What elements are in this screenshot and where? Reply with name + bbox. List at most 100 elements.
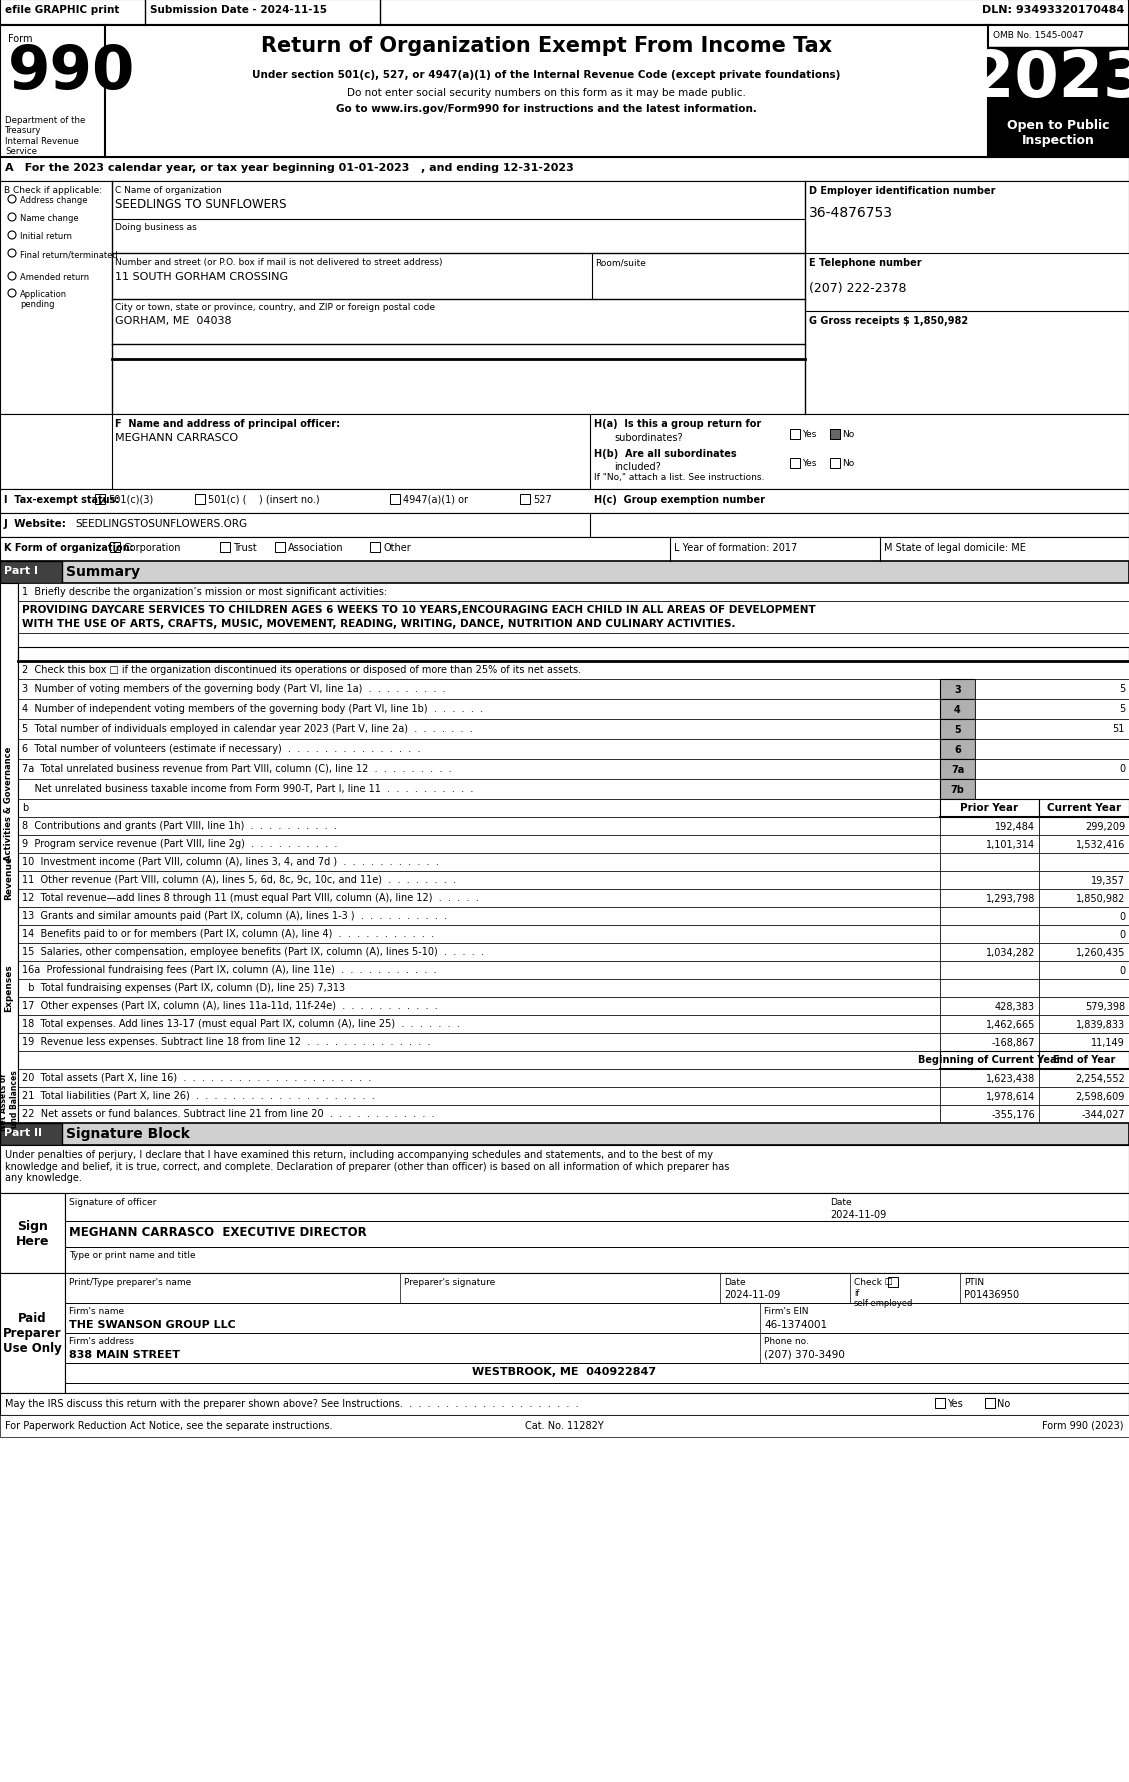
Text: 9  Program service revenue (Part VIII, line 2g)  .  .  .  .  .  .  .  .  .  .: 9 Program service revenue (Part VIII, li… xyxy=(21,839,338,848)
Bar xyxy=(18,779,940,800)
Text: 1,260,435: 1,260,435 xyxy=(1076,948,1124,957)
Bar xyxy=(0,538,1129,561)
Text: Type or print name and title: Type or print name and title xyxy=(69,1251,195,1260)
Bar xyxy=(940,1069,1039,1087)
Text: 5  Total number of individuals employed in calendar year 2023 (Part V, line 2a) : 5 Total number of individuals employed i… xyxy=(21,723,473,734)
Bar xyxy=(18,907,940,925)
Bar xyxy=(65,1194,1129,1274)
Text: 1,623,438: 1,623,438 xyxy=(986,1073,1035,1083)
Text: 10  Investment income (Part VIII, column (A), lines 3, 4, and 7d )  .  .  .  .  : 10 Investment income (Part VIII, column … xyxy=(21,857,439,866)
Bar xyxy=(18,759,940,779)
Text: 46-1374001: 46-1374001 xyxy=(764,1319,828,1329)
Text: SEEDLINGSTOSUNFLOWERS.ORG: SEEDLINGSTOSUNFLOWERS.ORG xyxy=(75,519,247,529)
Text: 1  Briefly describe the organization’s mission or most significant activities:: 1 Briefly describe the organization’s mi… xyxy=(21,586,387,597)
Bar xyxy=(18,998,940,1016)
Text: H(b)  Are all subordinates: H(b) Are all subordinates xyxy=(594,449,736,458)
Text: Other: Other xyxy=(383,544,411,552)
Bar xyxy=(940,980,1039,998)
Bar xyxy=(940,1051,1039,1069)
Text: b  Total fundraising expenses (Part IX, column (D), line 25) 7,313: b Total fundraising expenses (Part IX, c… xyxy=(21,982,345,993)
Text: 1,034,282: 1,034,282 xyxy=(986,948,1035,957)
Bar xyxy=(0,490,1129,513)
Bar xyxy=(0,1274,65,1394)
Bar xyxy=(18,836,940,854)
Text: Prior Year: Prior Year xyxy=(961,802,1018,813)
Bar xyxy=(1039,800,1129,818)
Text: if
self-employed: if self-employed xyxy=(854,1288,913,1308)
Bar xyxy=(1039,1034,1129,1051)
Bar xyxy=(195,495,205,504)
Bar xyxy=(18,1016,940,1034)
Text: Date: Date xyxy=(724,1278,745,1287)
Text: Beginning of Current Year: Beginning of Current Year xyxy=(918,1055,1061,1064)
Bar xyxy=(18,1087,940,1105)
Bar xyxy=(1039,907,1129,925)
Text: D Employer identification number: D Employer identification number xyxy=(809,185,996,196)
Text: Date: Date xyxy=(830,1198,851,1206)
Text: No: No xyxy=(842,458,855,467)
Bar xyxy=(940,800,1039,818)
Bar xyxy=(940,998,1039,1016)
Text: Expenses: Expenses xyxy=(5,964,14,1012)
Bar xyxy=(940,1087,1039,1105)
Text: 3  Number of voting members of the governing body (Part VI, line 1a)  .  .  .  .: 3 Number of voting members of the govern… xyxy=(21,684,446,693)
Bar xyxy=(18,661,1129,679)
Bar xyxy=(1039,998,1129,1016)
Bar xyxy=(18,700,940,720)
Bar xyxy=(18,602,1129,634)
Text: Return of Organization Exempt From Income Tax: Return of Organization Exempt From Incom… xyxy=(261,36,832,55)
Text: Form: Form xyxy=(8,34,33,45)
Text: Revenue: Revenue xyxy=(5,855,14,900)
Text: 192,484: 192,484 xyxy=(995,822,1035,832)
Text: Yes: Yes xyxy=(802,458,816,467)
Text: P01436950: P01436950 xyxy=(964,1288,1019,1299)
Bar xyxy=(940,679,975,700)
Text: 7a: 7a xyxy=(951,764,964,775)
Text: No: No xyxy=(842,429,855,438)
Text: MEGHANN CARRASCO: MEGHANN CARRASCO xyxy=(115,433,238,442)
Bar xyxy=(0,1394,1129,1415)
Text: City or town, state or province, country, and ZIP or foreign postal code: City or town, state or province, country… xyxy=(115,303,435,312)
Text: PTIN: PTIN xyxy=(964,1278,984,1287)
Bar xyxy=(940,740,975,759)
Bar xyxy=(940,779,975,800)
Text: 15  Salaries, other compensation, employee benefits (Part IX, column (A), lines : 15 Salaries, other compensation, employe… xyxy=(21,946,484,957)
Bar xyxy=(940,818,1039,836)
Text: 4  Number of independent voting members of the governing body (Part VI, line 1b): 4 Number of independent voting members o… xyxy=(21,704,483,713)
Bar xyxy=(1039,1105,1129,1123)
Text: PROVIDING DAYCARE SERVICES TO CHILDREN AGES 6 WEEKS TO 10 YEARS,ENCOURAGING EACH: PROVIDING DAYCARE SERVICES TO CHILDREN A… xyxy=(21,604,816,615)
Text: 838 MAIN STREET: 838 MAIN STREET xyxy=(69,1349,180,1360)
Text: 22  Net assets or fund balances. Subtract line 21 from line 20  .  .  .  .  .  .: 22 Net assets or fund balances. Subtract… xyxy=(21,1108,435,1119)
Bar xyxy=(940,871,1039,889)
Bar xyxy=(18,800,940,818)
Text: 4947(a)(1) or: 4947(a)(1) or xyxy=(403,495,469,504)
Bar xyxy=(18,679,940,700)
Bar xyxy=(18,720,940,740)
Bar xyxy=(0,513,1129,538)
Text: 1,850,982: 1,850,982 xyxy=(1076,893,1124,903)
Text: 2,254,552: 2,254,552 xyxy=(1075,1073,1124,1083)
Text: 0: 0 xyxy=(1119,966,1124,975)
Text: WESTBROOK, ME  040922847: WESTBROOK, ME 040922847 xyxy=(472,1367,657,1376)
Text: 990: 990 xyxy=(8,43,135,102)
Text: 0: 0 xyxy=(1119,930,1124,939)
Bar xyxy=(790,429,800,440)
Bar xyxy=(940,962,1039,980)
Bar xyxy=(1039,1087,1129,1105)
Text: 2  Check this box □ if the organization discontinued its operations or disposed : 2 Check this box □ if the organization d… xyxy=(21,665,581,675)
Bar xyxy=(830,458,840,469)
Text: E Telephone number: E Telephone number xyxy=(809,258,921,267)
Bar xyxy=(984,1399,995,1408)
Text: subordinates?: subordinates? xyxy=(614,433,683,442)
Bar xyxy=(935,1399,945,1408)
Text: Current Year: Current Year xyxy=(1047,802,1121,813)
Text: 1,293,798: 1,293,798 xyxy=(986,893,1035,903)
Bar xyxy=(18,584,1129,602)
Text: Form 990 (2023): Form 990 (2023) xyxy=(1042,1420,1124,1431)
Text: F  Name and address of principal officer:: F Name and address of principal officer: xyxy=(115,419,340,429)
Bar xyxy=(18,634,1129,647)
Text: Application
pending: Application pending xyxy=(20,290,67,310)
Text: No: No xyxy=(997,1399,1010,1408)
Bar xyxy=(975,679,1129,700)
Bar xyxy=(975,720,1129,740)
